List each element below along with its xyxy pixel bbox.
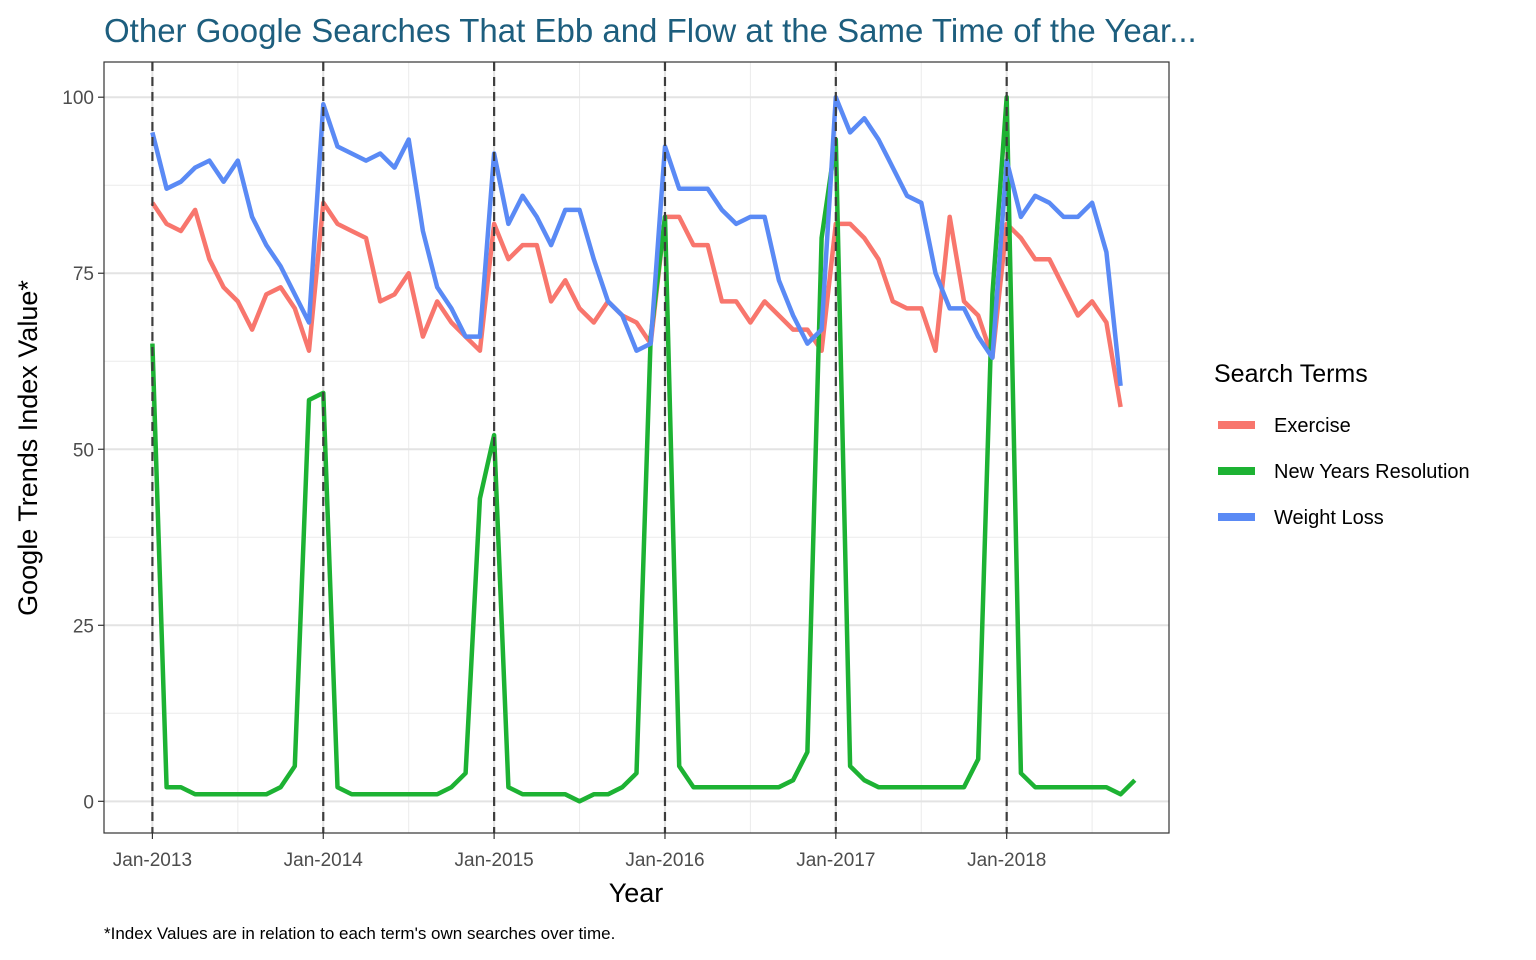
y-tick-label: 50 bbox=[73, 440, 94, 461]
legend-title: Search Terms bbox=[1214, 360, 1368, 388]
plot-border bbox=[103, 61, 1170, 834]
y-tick-label: 25 bbox=[73, 616, 94, 637]
y-axis: 0 25 50 75 100 bbox=[62, 88, 104, 813]
minor-gridlines bbox=[104, 62, 1169, 833]
year-reference-lines bbox=[151, 62, 1008, 833]
y-axis-title: Google Trends Index Value* bbox=[13, 280, 43, 616]
x-tick-label: Jan-2018 bbox=[967, 850, 1046, 871]
x-axis: Jan-2013 Jan-2014 Jan-2015 Jan-2016 Jan-2017… bbox=[113, 833, 1046, 871]
y-tick-label: 75 bbox=[73, 264, 94, 285]
chart-title: Other Google Searches That Ebb and Flow … bbox=[104, 12, 1197, 49]
legend-label: Exercise bbox=[1274, 415, 1351, 437]
plot-area bbox=[103, 61, 1170, 834]
x-axis-title: Year bbox=[609, 878, 664, 908]
x-tick-label: Jan-2017 bbox=[796, 850, 875, 871]
x-tick-label: Jan-2014 bbox=[284, 850, 364, 871]
x-tick-label: Jan-2015 bbox=[455, 850, 534, 871]
legend: Search Terms Exercise New Years Resolutio… bbox=[1214, 360, 1470, 529]
series-line-new-years-resolution bbox=[150, 94, 1137, 804]
series-lines bbox=[150, 94, 1137, 804]
y-tick-label: 0 bbox=[83, 792, 94, 813]
x-tick-label: Jan-2013 bbox=[113, 850, 192, 871]
legend-label: New Years Resolution bbox=[1274, 461, 1470, 483]
legend-label: Weight Loss bbox=[1274, 507, 1384, 529]
x-tick-label: Jan-2016 bbox=[625, 850, 704, 871]
series-line-exercise bbox=[150, 200, 1123, 408]
caption: *Index Values are in relation to each te… bbox=[104, 924, 615, 943]
series-line-weight-loss bbox=[150, 94, 1123, 387]
y-tick-label: 100 bbox=[62, 88, 94, 109]
